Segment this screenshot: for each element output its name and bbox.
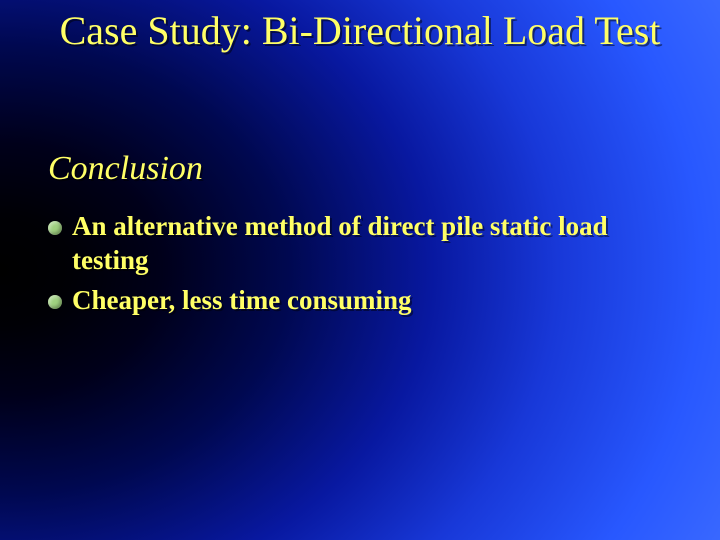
slide-subtitle: Conclusion (48, 150, 203, 188)
bullet-text: An alternative method of direct pile sta… (72, 210, 680, 278)
bullet-text: Cheaper, less time consuming (72, 284, 680, 318)
list-item: An alternative method of direct pile sta… (48, 210, 680, 278)
bullet-icon (48, 295, 62, 309)
bullet-list: An alternative method of direct pile sta… (48, 210, 680, 323)
slide-title: Case Study: Bi-Directional Load Test (0, 8, 720, 54)
slide: Case Study: Bi-Directional Load Test Con… (0, 0, 720, 540)
list-item: Cheaper, less time consuming (48, 284, 680, 318)
bullet-icon (48, 221, 62, 235)
